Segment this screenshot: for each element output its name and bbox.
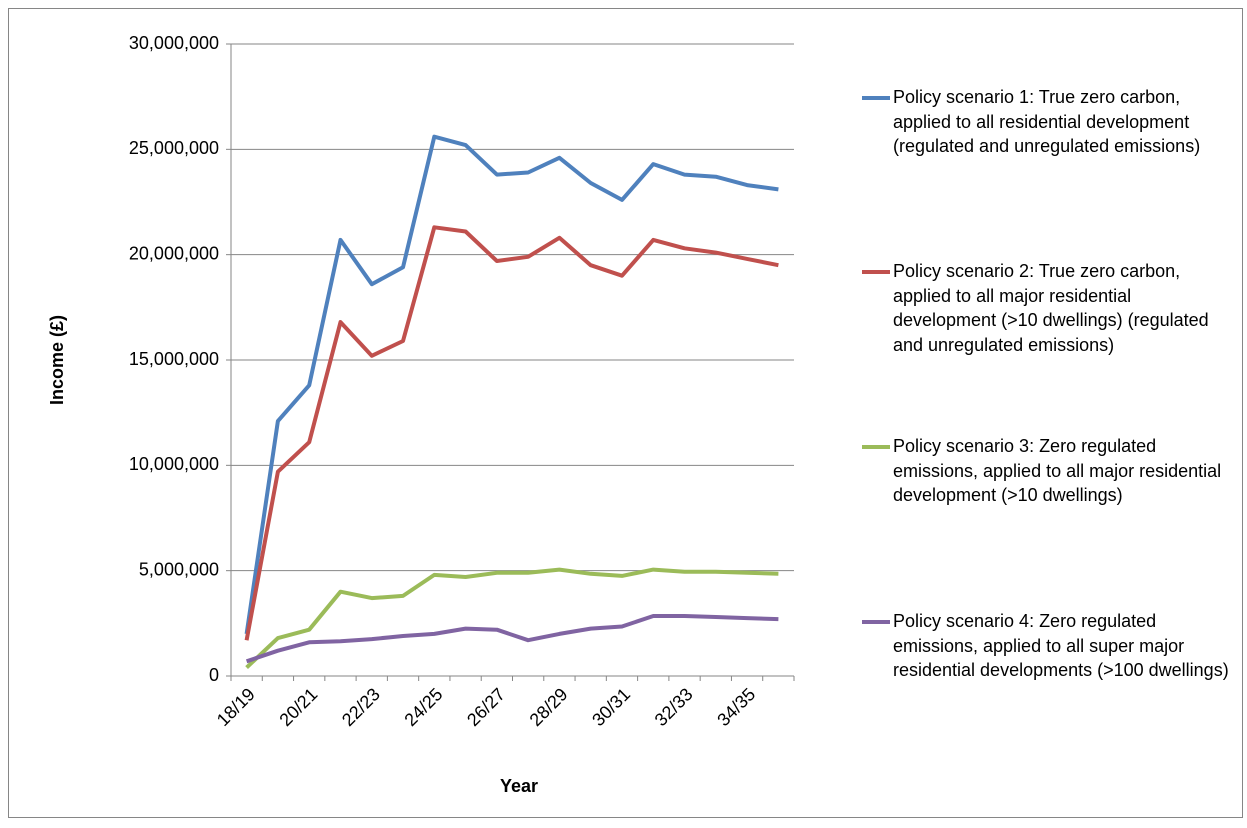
x-tick-label: 28/29 [526, 684, 572, 730]
y-tick-label: 20,000,000 [129, 243, 219, 263]
series-line [244, 134, 779, 635]
x-axis-title: Year [500, 776, 538, 796]
y-axis-title: Income (£) [47, 315, 67, 405]
legend-label: Policy scenario 2: True zero carbon, app… [893, 261, 1209, 355]
x-tick-label: 24/25 [400, 684, 446, 730]
y-tick-label: 25,000,000 [129, 138, 219, 158]
y-tick-label: 0 [209, 665, 219, 685]
x-tick-label: 30/31 [588, 684, 634, 730]
legend-label: Policy scenario 1: True zero carbon, app… [893, 87, 1201, 157]
series-line [245, 614, 779, 664]
legend-label: Policy scenario 4: Zero regulated emissi… [893, 611, 1229, 681]
y-tick-label: 15,000,000 [129, 349, 219, 369]
x-tick-label: 20/21 [275, 684, 321, 730]
x-tick-label: 32/33 [651, 684, 697, 730]
legend-swatch [862, 270, 890, 274]
legend-swatch [862, 96, 890, 100]
legend-swatch [862, 445, 890, 449]
x-tick-label: 34/35 [713, 684, 759, 730]
y-tick-label: 5,000,000 [139, 559, 219, 579]
series-line [245, 567, 779, 670]
y-tick-label: 30,000,000 [129, 33, 219, 53]
chart-frame [8, 8, 1243, 818]
series-line [244, 225, 779, 641]
legend-swatch [862, 620, 890, 624]
x-tick-label: 18/19 [213, 684, 259, 730]
y-tick-label: 10,000,000 [129, 454, 219, 474]
x-tick-label: 22/23 [338, 684, 384, 730]
x-tick-label: 26/27 [463, 684, 509, 730]
legend-label: Policy scenario 3: Zero regulated emissi… [893, 436, 1222, 506]
